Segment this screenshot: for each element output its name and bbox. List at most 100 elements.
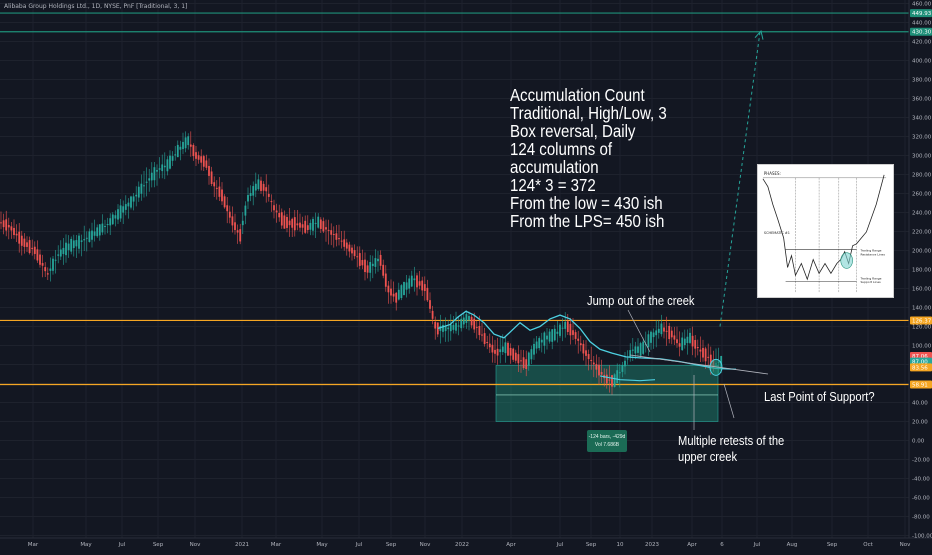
y-tick-label: 180.00 — [912, 268, 932, 274]
candle-body — [678, 343, 681, 347]
schematic-legend-3: Trading Range — [859, 276, 881, 280]
candle-body — [221, 189, 223, 202]
candle-body — [538, 338, 541, 349]
candle-body — [702, 347, 704, 358]
candle-body — [416, 275, 418, 288]
x-tick-label: Sep — [586, 542, 597, 548]
candle-body — [551, 329, 554, 342]
candle-body — [231, 216, 234, 226]
candle-body — [439, 325, 442, 331]
jump-creek-annotation: Jump out of the creek — [587, 293, 695, 308]
candle-body — [179, 146, 182, 150]
candle-body — [696, 346, 699, 349]
note-line-8: From the LPS= 450 ish — [510, 211, 665, 231]
candle-body — [223, 196, 226, 208]
candle-body — [616, 370, 619, 384]
price-tag — [910, 316, 932, 325]
candle-body — [49, 268, 52, 271]
note-line-4: 124 columns of — [510, 139, 613, 159]
candle-body — [166, 159, 169, 172]
candle-body — [247, 195, 249, 202]
candle-body — [325, 227, 327, 230]
projection-arrowhead — [754, 30, 764, 40]
candle-body — [137, 186, 140, 198]
candle-body — [52, 258, 54, 271]
candle-body — [241, 220, 244, 226]
candle-body — [626, 358, 629, 360]
candle-body — [10, 226, 13, 231]
candle-body — [483, 333, 486, 345]
candle-body — [46, 273, 49, 275]
candle-body — [624, 360, 626, 367]
x-tick-label: Nov — [190, 542, 201, 548]
candle-body — [546, 335, 548, 340]
candle-body — [426, 287, 429, 301]
x-tick-label: Apr — [506, 542, 516, 548]
candle-body — [642, 341, 645, 354]
projection-arrow — [719, 31, 761, 327]
candle-body — [691, 335, 694, 347]
candle-body — [605, 374, 608, 384]
candle-body — [91, 230, 93, 240]
time-axis-bg — [0, 538, 932, 550]
jump-pointer — [627, 309, 651, 353]
price-tag — [910, 380, 932, 389]
candle-body — [442, 324, 444, 332]
candle-body — [182, 141, 184, 150]
candle-body — [62, 247, 65, 255]
candle-body — [169, 155, 171, 169]
price-tag — [910, 27, 932, 36]
candle-body — [423, 284, 426, 291]
candle-body — [215, 187, 218, 189]
candle-body — [384, 273, 387, 287]
x-tick-label: 2023 — [645, 542, 659, 548]
x-tick-label: Jul — [118, 542, 126, 548]
schematic-highlight — [840, 252, 853, 269]
candle-body — [278, 213, 281, 218]
candle-body — [200, 156, 203, 163]
candle-body — [275, 210, 278, 213]
candle-body — [655, 330, 658, 336]
candle-body — [335, 233, 338, 240]
candle-body — [257, 179, 260, 190]
candle-body — [72, 240, 75, 249]
candle-body — [2, 220, 5, 228]
candle-body — [481, 334, 483, 336]
candle-body — [468, 316, 470, 321]
candle-body — [340, 240, 343, 242]
price-tag-label: 58.91 — [912, 383, 928, 389]
candle-body — [413, 278, 416, 281]
candle-body — [299, 222, 301, 228]
candle-body — [104, 226, 106, 228]
candle-body — [280, 212, 283, 226]
price-tag-label: 83.56 — [912, 365, 928, 371]
candle-body — [205, 160, 208, 168]
candle-body — [709, 354, 712, 367]
y-tick-label: 440.00 — [912, 21, 932, 27]
candle-body — [366, 265, 369, 273]
candle-body — [140, 183, 143, 194]
candle-body — [70, 238, 73, 252]
candle-body — [608, 379, 611, 381]
candle-body — [114, 215, 117, 219]
y-tick-label: 200.00 — [912, 249, 932, 255]
range-measure-box[interactable]: -124 bars, -429d Vol 7.686B — [587, 430, 627, 452]
y-tick-label: -40.00 — [912, 477, 930, 483]
candle-body — [267, 193, 270, 197]
candle-body — [161, 164, 164, 172]
note-line-6: 124* 3 = 372 — [510, 175, 596, 195]
candle-body — [400, 285, 403, 298]
candle-body — [410, 275, 413, 287]
candle-body — [132, 196, 135, 202]
schematic-legend-1: Trading Range — [859, 249, 881, 253]
candle-body — [707, 356, 710, 358]
candle-body — [647, 334, 650, 348]
candle-body — [686, 336, 689, 344]
candle-body — [598, 364, 600, 376]
candle-body — [304, 220, 307, 233]
candle-body — [504, 342, 507, 354]
candle-body — [252, 186, 255, 196]
candle-body — [31, 247, 34, 250]
range-volume-label: Vol 7.686B — [594, 442, 620, 448]
